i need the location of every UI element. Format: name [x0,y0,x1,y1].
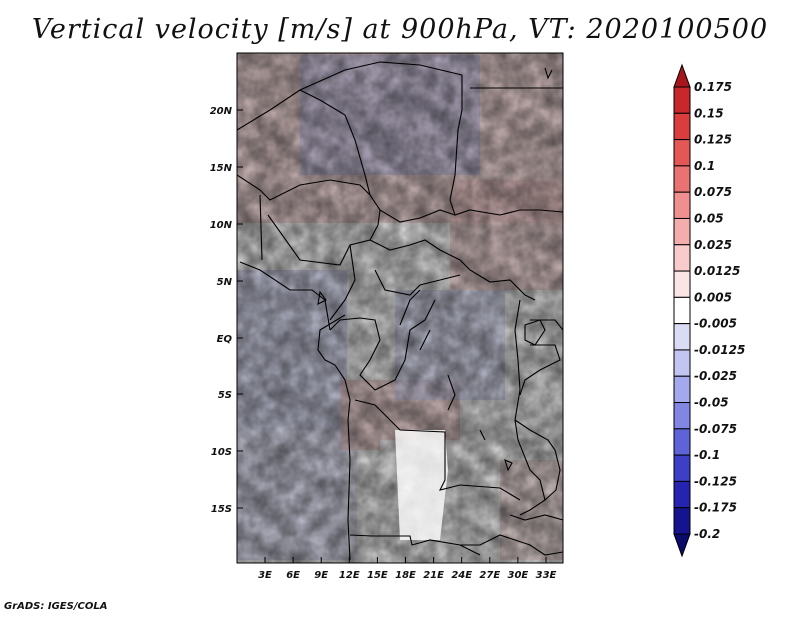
colorbar-label: -0.175 [694,501,737,515]
colorbar-label: -0.1 [694,448,720,462]
colorbar-label: -0.125 [694,474,737,488]
colorbar-segment [673,349,691,377]
colorbar-label: 0.0125 [694,264,740,278]
longitude-axis: 3E 6E 9E 12E 15E 18E 21E 24E 27E 30E 33E [258,557,557,581]
lon-label: 24E [451,570,472,581]
colorbar-label: 0.1 [694,159,715,173]
lon-label: 30E [508,570,529,581]
colorbar-label: -0.005 [694,317,737,331]
lat-label: 15S [211,504,232,515]
lon-label: 18E [395,570,416,581]
colorbar-segment [673,428,691,456]
lon-label: 3E [258,570,272,581]
colorbar-segment [673,296,691,325]
lon-label: 9E [314,570,328,581]
lat-label: EQ [217,334,233,345]
colorbar-label: -0.2 [694,527,720,541]
lon-label: 12E [339,570,360,581]
lat-label: 10N [210,220,233,231]
grads-credit: GrADS: IGES/COLA [4,601,108,612]
lat-label: 20N [210,106,233,117]
colorbar-segment [673,402,691,430]
colorbar-segment [673,112,691,141]
colorbar-segment [673,139,691,167]
colorbar-segment [673,375,691,404]
lat-label: 10S [211,447,232,458]
colorbar-segment [673,533,691,558]
colorbar-segment [673,191,691,219]
colorbar-segment [673,86,691,114]
country-borders [237,61,563,561]
colorbar-segment [673,454,691,482]
colorbar-label: 0.025 [694,238,732,252]
colorbar-segment [673,165,691,193]
lon-label: 27E [479,570,500,581]
colorbar-segment [673,270,691,298]
colorbar-segment [673,63,691,88]
lon-label: 21E [423,570,444,581]
colorbar-label: 0.005 [694,290,732,304]
colorbar-label: 0.05 [694,211,724,225]
colorbar-label: -0.05 [694,396,729,410]
colorbar-segment [673,323,691,351]
colorbar-segment [673,244,691,272]
latitude-axis: 20N 15N 10N 5N EQ 5S 10S 15S [210,106,243,515]
lat-label: 15N [210,163,233,174]
colorbar-segment [673,480,691,509]
colorbar: 0.175 0.15 0.125 0.1 0.075 0.05 0.025 0.0125 0.0… [673,63,745,558]
map-title: Vertical velocity [m/s] at 900hPa, VT: 2… [31,14,769,45]
colorbar-label: -0.075 [694,422,737,436]
colorbar-label: 0.175 [694,80,732,94]
colorbar-segment [673,507,691,535]
lon-label: 6E [286,570,300,581]
lat-label: 5S [218,390,232,401]
colorbar-label: 0.15 [694,106,724,120]
colorbar-label: 0.075 [694,185,732,199]
colorbar-segment [673,217,691,246]
colorbar-label: -0.025 [694,369,737,383]
lon-label: 33E [536,570,557,581]
colorbar-label: 0.125 [694,133,732,147]
lat-label: 5N [217,277,233,288]
lon-label: 15E [367,570,388,581]
colorbar-label: -0.0125 [694,343,745,357]
